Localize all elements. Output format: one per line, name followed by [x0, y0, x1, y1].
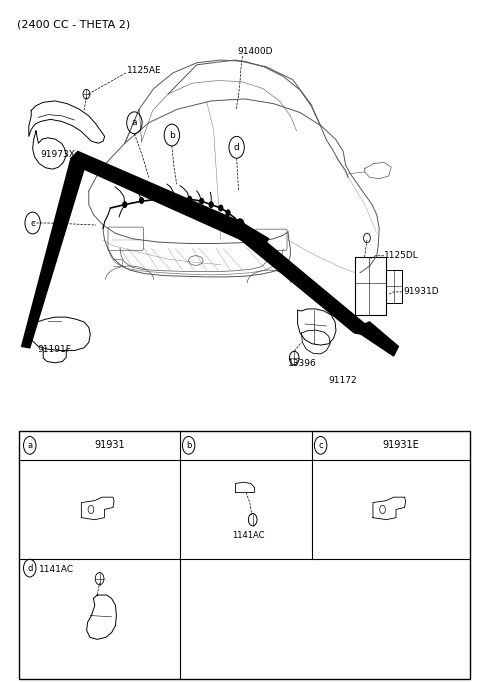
Text: c: c	[30, 218, 35, 228]
Bar	[355, 257, 386, 315]
Circle shape	[188, 196, 192, 202]
Circle shape	[235, 218, 245, 232]
Text: 91931D: 91931D	[403, 287, 439, 297]
Text: (2400 CC - THETA 2): (2400 CC - THETA 2)	[17, 19, 130, 29]
Text: a: a	[132, 118, 137, 128]
Polygon shape	[71, 151, 269, 249]
Text: d: d	[234, 143, 240, 152]
Bar	[19, 431, 470, 679]
Text: 91191F: 91191F	[37, 344, 72, 354]
Text: 13396: 13396	[288, 359, 317, 368]
Text: 1141AC: 1141AC	[39, 565, 74, 574]
Text: b: b	[169, 130, 175, 140]
Text: 1141AC: 1141AC	[232, 531, 264, 540]
Polygon shape	[22, 158, 84, 348]
Polygon shape	[361, 322, 398, 356]
Text: 1125AE: 1125AE	[127, 66, 162, 76]
Text: d: d	[27, 563, 33, 573]
Circle shape	[156, 196, 160, 202]
Text: b: b	[186, 441, 192, 450]
Text: c: c	[318, 441, 323, 450]
Text: 91931E: 91931E	[383, 441, 419, 450]
Text: a: a	[27, 441, 32, 450]
Polygon shape	[234, 224, 365, 334]
Text: 1125DL: 1125DL	[384, 251, 419, 261]
Circle shape	[209, 202, 213, 207]
Circle shape	[173, 195, 177, 201]
Text: 91931: 91931	[94, 441, 124, 450]
Text: 91400D: 91400D	[238, 46, 273, 56]
Circle shape	[219, 205, 223, 211]
Text: 91172: 91172	[329, 376, 358, 385]
Circle shape	[140, 198, 144, 203]
Circle shape	[226, 210, 230, 216]
Circle shape	[200, 198, 204, 204]
Bar	[386, 270, 402, 303]
Text: 91973X: 91973X	[41, 150, 76, 160]
Circle shape	[123, 202, 127, 207]
